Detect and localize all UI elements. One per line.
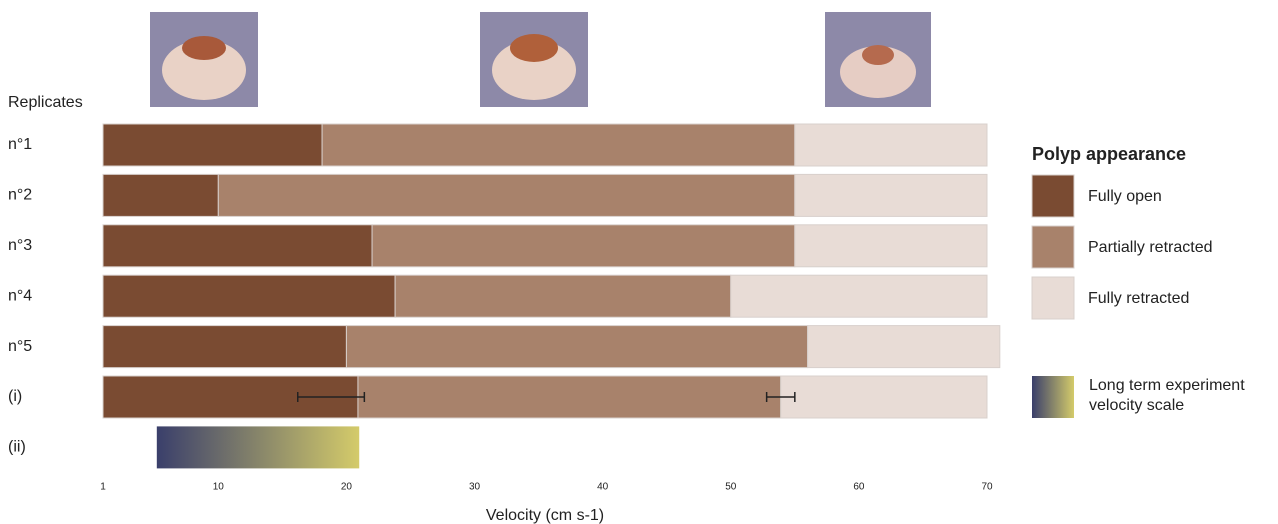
polyp-photo (150, 12, 258, 107)
bar-segment (372, 225, 795, 267)
bar-segment (795, 174, 987, 216)
bar-segment (103, 225, 372, 267)
legend-label: Fully open (1088, 188, 1162, 205)
bar-segment (781, 376, 987, 418)
x-tick-label: 40 (597, 482, 609, 493)
polyp-photo (480, 12, 588, 107)
row-label: (i) (8, 388, 22, 405)
row-label: n°5 (8, 338, 32, 355)
x-tick-label: 60 (853, 482, 865, 493)
row-label: (ii) (8, 439, 26, 456)
bar-segment (731, 275, 987, 317)
bar-segment (322, 124, 795, 166)
x-tick-label: 1 (100, 482, 106, 493)
bar-segment (358, 376, 781, 418)
x-tick-label: 20 (341, 482, 353, 493)
legend-swatch (1032, 277, 1074, 319)
row-label: n°4 (8, 287, 32, 304)
legend-swatch (1032, 175, 1074, 217)
row-label: n°2 (8, 187, 32, 204)
velocity-gradient (157, 426, 359, 468)
x-tick-label: 70 (981, 482, 993, 493)
legend-gradient-swatch (1032, 376, 1074, 418)
x-axis-label: Velocity (cm s-1) (486, 507, 604, 524)
bar-segment (103, 275, 395, 317)
page: Replicates Velocity (cm s-1) Polyp appea… (0, 0, 1278, 524)
x-tick-label: 50 (725, 482, 737, 493)
bar-segment (218, 174, 795, 216)
x-tick-label: 10 (213, 482, 225, 493)
bar-segment (103, 124, 322, 166)
chart: Replicates Velocity (cm s-1) Polyp appea… (0, 0, 1278, 524)
bar-segment (808, 326, 1000, 368)
row-label: n°1 (8, 136, 32, 153)
bar-segment (103, 326, 346, 368)
bar-segment (395, 275, 731, 317)
legend-label: Fully retracted (1088, 290, 1189, 307)
legend-label: Partially retracted (1088, 239, 1213, 256)
bar-segment (795, 225, 987, 267)
legend-title: Polyp appearance (1032, 144, 1186, 164)
x-tick-label: 30 (469, 482, 481, 493)
polyp-photo (825, 12, 931, 107)
bar-segment (795, 124, 987, 166)
y-header: Replicates (8, 94, 83, 111)
legend-gradient-label: Long term experiment velocity scale (1089, 376, 1274, 416)
legend-swatch (1032, 226, 1074, 268)
row-label: n°3 (8, 237, 32, 254)
bar-segment (103, 174, 218, 216)
bar-segment (346, 326, 807, 368)
